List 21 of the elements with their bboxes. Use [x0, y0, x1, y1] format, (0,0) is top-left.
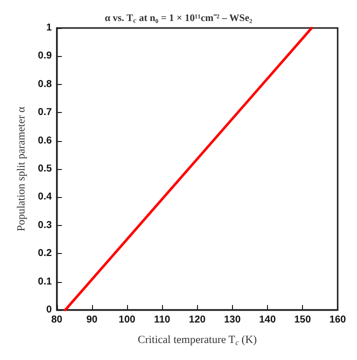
- x-tick-label: 150: [294, 314, 312, 326]
- x-tick-label: 140: [259, 314, 276, 326]
- x-tick-label: 90: [86, 314, 98, 326]
- y-tick-label: 0.4: [38, 192, 52, 203]
- x-tick-label: 100: [118, 314, 136, 326]
- x-tick-label: 110: [154, 314, 171, 326]
- y-tick-label: 0.9: [38, 50, 52, 62]
- y-tick-label: 0.2: [38, 248, 52, 260]
- y-tick-label: 0.5: [38, 164, 52, 174]
- y-tick-label: 0.3: [38, 220, 52, 231]
- y-tick-label: 0.8: [38, 78, 52, 90]
- x-tick-label: 80: [51, 314, 63, 326]
- x-tick-label: 160: [329, 314, 346, 326]
- y-tick-label: 0.7: [38, 107, 52, 118]
- y-tick-label: 0.1: [38, 276, 52, 288]
- y-tick-label: 0: [46, 304, 52, 316]
- y-tick-label: 1: [46, 22, 52, 34]
- x-tick-label: 120: [188, 314, 206, 326]
- y-tick-label: 0.6: [38, 135, 52, 146]
- y-axis-title: Population split parameter α: [16, 106, 28, 232]
- x-tick-label: 130: [224, 314, 242, 326]
